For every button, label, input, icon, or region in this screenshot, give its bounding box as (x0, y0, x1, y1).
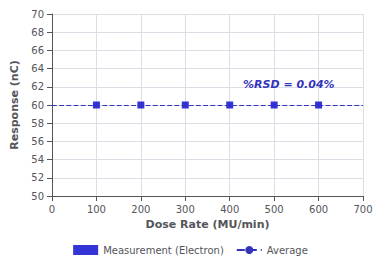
svg-text:60: 60 (31, 100, 44, 111)
svg-text:52: 52 (31, 172, 44, 183)
svg-text:100: 100 (87, 204, 106, 215)
svg-text:700: 700 (353, 204, 372, 215)
svg-text:0: 0 (49, 204, 55, 215)
svg-text:56: 56 (31, 136, 44, 147)
svg-text:600: 600 (309, 204, 328, 215)
svg-text:66: 66 (31, 45, 44, 56)
svg-text:54: 54 (31, 154, 44, 165)
svg-text:Average: Average (267, 245, 308, 256)
svg-text:%RSD = 0.04%: %RSD = 0.04% (243, 78, 335, 91)
svg-text:Dose Rate (MU/min): Dose Rate (MU/min) (146, 218, 270, 231)
svg-text:70: 70 (31, 9, 44, 20)
svg-text:50: 50 (31, 191, 44, 202)
svg-text:400: 400 (220, 204, 239, 215)
svg-text:62: 62 (31, 81, 44, 92)
svg-text:Response (nC): Response (nC) (8, 60, 21, 150)
svg-text:500: 500 (265, 204, 284, 215)
svg-text:Measurement (Electron): Measurement (Electron) (103, 245, 224, 256)
svg-text:200: 200 (131, 204, 150, 215)
svg-text:300: 300 (176, 204, 195, 215)
svg-text:58: 58 (31, 118, 44, 129)
svg-text:68: 68 (31, 27, 44, 38)
svg-text:64: 64 (31, 63, 44, 74)
